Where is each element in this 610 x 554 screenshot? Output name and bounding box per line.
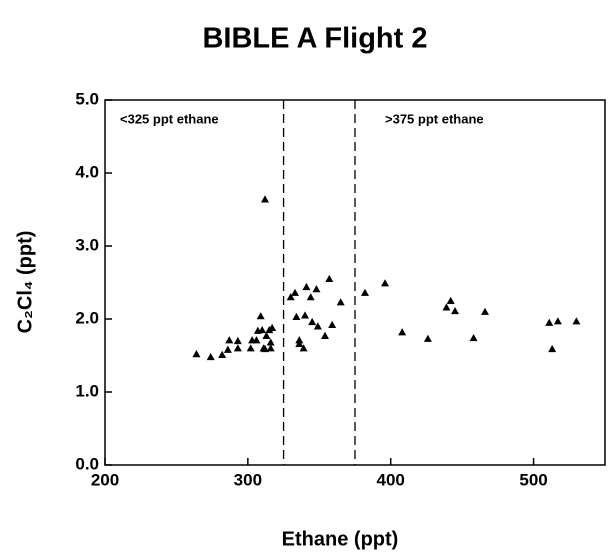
point: [381, 279, 389, 287]
point: [262, 331, 271, 339]
annotation: >375 ppt ethane: [385, 111, 484, 126]
chart-title: BIBLE A Flight 2: [202, 23, 427, 55]
point: [266, 338, 275, 346]
point: [218, 350, 227, 358]
point: [223, 345, 232, 353]
point: [545, 318, 554, 326]
x-tick-label: 500: [519, 470, 547, 489]
point: [361, 288, 369, 296]
point: [233, 344, 242, 352]
point: [266, 344, 275, 352]
x-axis-label: Ethane (ppt): [282, 528, 399, 550]
point: [423, 334, 432, 342]
point: [302, 282, 311, 291]
point: [261, 344, 269, 353]
point: [548, 344, 557, 353]
point: [301, 311, 309, 319]
point: [225, 336, 234, 344]
y-tick-label: 5.0: [75, 89, 99, 108]
point: [313, 322, 322, 330]
x-tick-label: 300: [234, 470, 262, 489]
point: [299, 344, 308, 352]
point: [256, 312, 265, 320]
point: [233, 336, 242, 345]
point: [553, 317, 562, 325]
point: [252, 336, 261, 344]
point: [261, 195, 269, 203]
point: [328, 320, 337, 329]
point: [295, 339, 304, 348]
point: [325, 274, 334, 283]
y-tick-label: 2.0: [75, 308, 99, 327]
point: [572, 317, 581, 325]
point: [469, 333, 478, 342]
point: [321, 331, 329, 339]
annotation: <325 ppt ethane: [120, 111, 219, 126]
point: [246, 344, 255, 352]
y-tick-label: 4.0: [75, 162, 99, 181]
point: [291, 288, 299, 296]
y-tick-label: 0.0: [75, 454, 99, 473]
y-axis-label: C₂Cl₄ (ppt): [14, 231, 36, 334]
point: [295, 336, 304, 344]
y-tick-label: 1.0: [75, 381, 99, 400]
point: [206, 352, 215, 361]
point: [258, 325, 267, 334]
point: [192, 350, 201, 358]
point: [268, 323, 277, 331]
point: [336, 298, 345, 306]
point: [481, 307, 489, 315]
point: [286, 293, 295, 301]
point: [292, 312, 301, 321]
point: [451, 306, 459, 315]
point: [446, 296, 455, 304]
x-tick-label: 200: [91, 470, 119, 489]
point: [308, 317, 317, 326]
y-tick-label: 3.0: [75, 235, 99, 254]
point: [398, 328, 407, 336]
point: [312, 285, 321, 293]
point: [306, 293, 315, 301]
x-tick-label: 400: [377, 470, 405, 489]
point: [442, 303, 451, 311]
